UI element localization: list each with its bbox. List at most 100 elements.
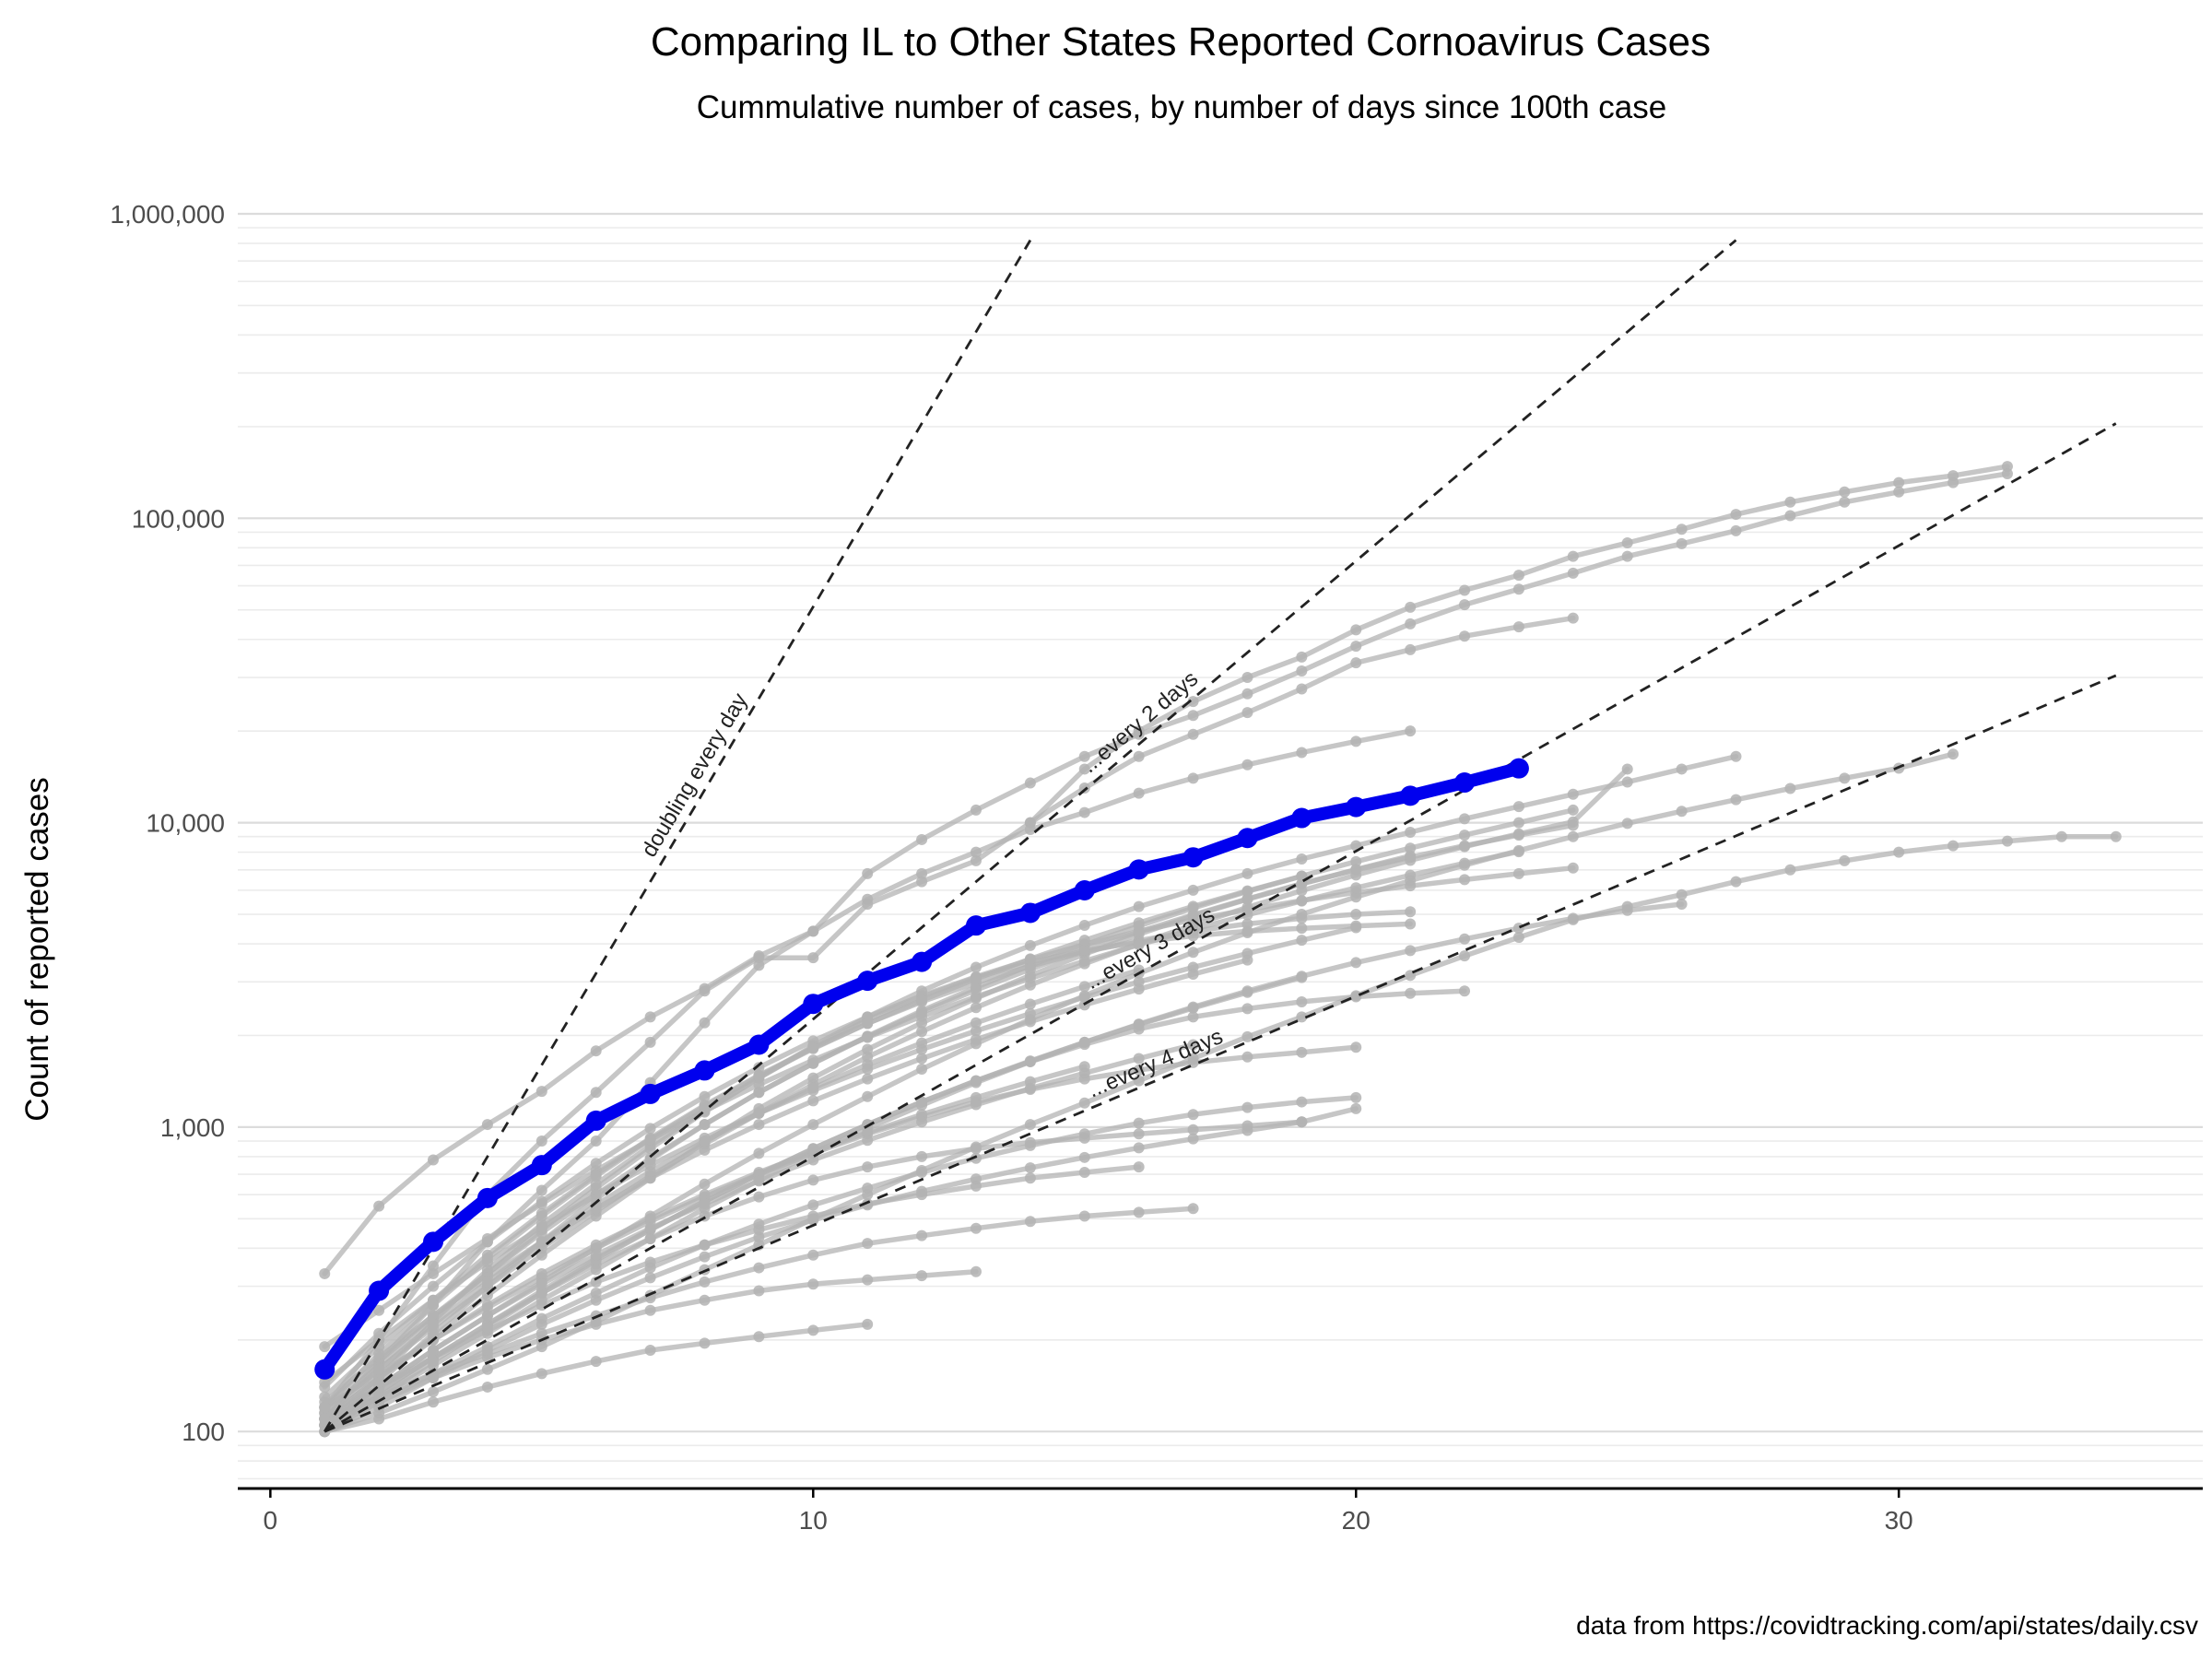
state-point: [1241, 1051, 1253, 1063]
state-point: [862, 1018, 874, 1030]
state-point: [807, 1035, 819, 1047]
state-point: [1567, 816, 1579, 828]
state-point: [481, 1381, 493, 1393]
state-line: [322, 471, 2010, 1277]
state-point: [916, 1064, 928, 1076]
x-axis-ticks: 0 10 20 30: [264, 1488, 1913, 1535]
illinois-point: [640, 1083, 661, 1104]
state-point: [1024, 777, 1036, 789]
state-point: [1024, 998, 1036, 1010]
y-tick-label: 100,000: [132, 504, 225, 533]
state-point: [699, 1090, 711, 1102]
state-point: [428, 1386, 440, 1398]
state-point: [319, 1376, 331, 1388]
state-point: [1133, 1053, 1145, 1065]
state-point: [1187, 909, 1199, 921]
state-line: [322, 1095, 1359, 1434]
state-point: [753, 1062, 765, 1074]
state-point: [753, 1078, 765, 1090]
state-point: [1350, 922, 1362, 934]
state-point: [1350, 909, 1362, 921]
state-point: [807, 1154, 819, 1166]
state-point: [699, 1144, 711, 1156]
state-point: [1459, 874, 1471, 886]
state-point: [1024, 1007, 1036, 1019]
state-point: [428, 1318, 440, 1330]
state-point: [1296, 1011, 1308, 1023]
state-point: [970, 804, 982, 816]
state-point: [644, 1166, 656, 1178]
state-point: [319, 1341, 331, 1353]
state-point: [1459, 985, 1471, 997]
illinois-point: [585, 1110, 606, 1131]
state-point: [970, 1017, 982, 1029]
state-point: [481, 1276, 493, 1288]
state-point: [1078, 1151, 1090, 1163]
state-point: [1296, 971, 1308, 983]
state-point: [1133, 787, 1145, 799]
state-point: [1024, 1216, 1036, 1228]
state-point: [428, 1327, 440, 1339]
state-point: [970, 846, 982, 858]
state-point: [862, 1199, 874, 1211]
state-point: [1024, 963, 1036, 975]
state-point: [373, 1363, 385, 1375]
state-point: [1405, 918, 1417, 930]
state-point: [1730, 509, 1742, 521]
state-point: [1350, 1091, 1362, 1103]
state-point: [1350, 735, 1362, 747]
state-point: [1024, 1162, 1036, 1174]
state-point: [1187, 696, 1199, 708]
state-point: [916, 1037, 928, 1049]
state-point: [1405, 906, 1417, 918]
state-point: [1512, 867, 1524, 879]
state-point: [1730, 524, 1742, 536]
illinois-point: [1019, 902, 1041, 924]
state-point: [428, 1396, 440, 1408]
state-point: [1459, 933, 1471, 945]
state-point: [753, 1231, 765, 1243]
state-point: [1024, 1119, 1036, 1131]
state-point: [1459, 584, 1471, 596]
state-point: [1078, 1067, 1090, 1079]
state-point: [970, 1143, 982, 1155]
state-point: [1893, 846, 1905, 858]
state-point: [1024, 1016, 1036, 1028]
state-point: [1133, 725, 1145, 737]
state-point: [2055, 830, 2067, 842]
state-point: [1078, 1097, 1090, 1109]
state-point: [1405, 618, 1417, 629]
state-point: [590, 1318, 602, 1330]
state-point: [699, 1337, 711, 1349]
illinois-point: [1128, 859, 1149, 880]
source-caption: data from https://covidtracking.com/api/…: [1576, 1611, 2198, 1640]
state-point: [428, 1267, 440, 1279]
state-point: [916, 1116, 928, 1128]
state-point: [1024, 972, 1036, 984]
illinois-point: [694, 1060, 715, 1081]
state-point: [1296, 895, 1308, 907]
state-point: [1350, 1041, 1362, 1053]
state-point: [1730, 876, 1742, 888]
state-point: [1947, 840, 1959, 852]
state-point: [590, 1249, 602, 1261]
state-point: [970, 984, 982, 996]
state-point: [916, 1270, 928, 1282]
illinois-point: [423, 1231, 444, 1253]
state-point: [1078, 981, 1090, 993]
state-point: [428, 1300, 440, 1312]
state-point: [1784, 496, 1796, 508]
state-point: [862, 1238, 874, 1250]
state-point: [916, 1026, 928, 1038]
state-point: [481, 1253, 493, 1265]
state-point: [373, 1304, 385, 1316]
x-tick-label: 20: [1342, 1506, 1371, 1535]
reference-label: doubling every day: [637, 689, 753, 862]
state-point: [644, 1134, 656, 1146]
state-point: [753, 1331, 765, 1343]
state-point: [1567, 862, 1579, 874]
state-point: [590, 1276, 602, 1288]
state-point: [753, 1119, 765, 1131]
state-point: [1133, 1117, 1145, 1129]
state-point: [644, 1011, 656, 1023]
